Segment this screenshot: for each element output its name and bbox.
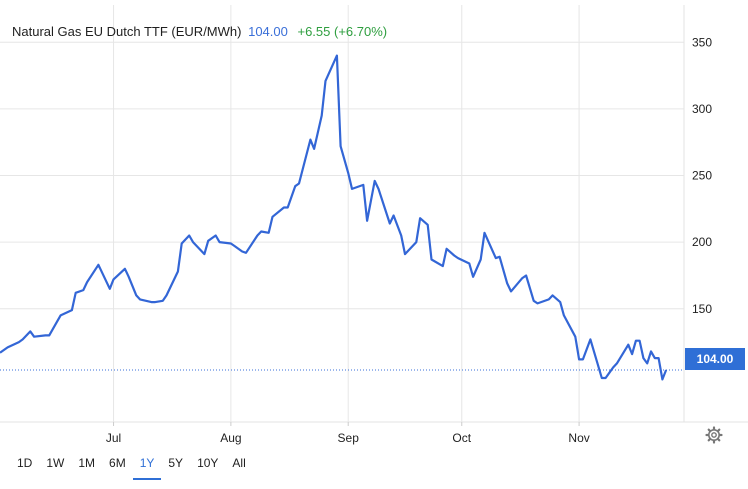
x-tick-label: Sep [338,431,360,445]
x-tick-label: Nov [568,431,589,445]
x-tick-label: Oct [452,431,471,445]
x-tick-label: Jul [106,431,121,445]
x-tick-label: Aug [220,431,241,445]
range-button-1y[interactable]: 1Y [132,450,162,480]
range-button-10y[interactable]: 10Y [197,456,219,470]
y-tick-label: 150 [692,302,712,316]
range-button-5y[interactable]: 5Y [168,456,184,470]
y-tick-label: 350 [692,35,712,49]
current-price: 104.00 [248,24,288,39]
range-selector: 1D 1W 1M 6M 1Y 5Y 10Y All [10,450,253,480]
range-button-1d[interactable]: 1D [17,456,33,470]
gear-icon[interactable] [705,426,723,444]
price-series-line [0,54,668,381]
range-button-1w[interactable]: 1W [46,456,65,470]
last-price-tag: 104.00 [685,348,745,370]
y-tick-label: 250 [692,169,712,183]
instrument-name: Natural Gas EU Dutch TTF (EUR/MWh) [12,24,242,39]
y-tick-label: 300 [692,102,712,116]
range-button-6m[interactable]: 6M [109,456,126,470]
y-tick-label: 200 [692,235,712,249]
chart-header: Natural Gas EU Dutch TTF (EUR/MWh) 104.0… [12,24,387,39]
price-change: +6.55 (+6.70%) [297,24,388,39]
range-button-1m[interactable]: 1M [78,456,96,470]
range-button-all[interactable]: All [232,456,246,470]
